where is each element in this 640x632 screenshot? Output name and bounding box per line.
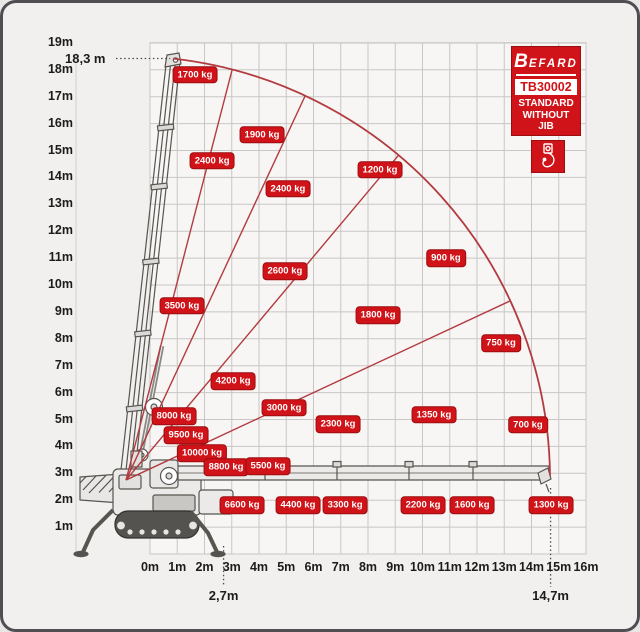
y-axis-tick-label: 10m — [47, 277, 73, 291]
outrigger-leg-left — [81, 508, 115, 553]
capacity-label: 5500 kg — [245, 457, 291, 475]
brand-name: EFARD — [528, 58, 578, 70]
x-axis-tick-label: 16m — [573, 560, 599, 574]
capacity-label: 3000 kg — [261, 399, 307, 417]
y-axis-tick-label: 18m — [47, 61, 73, 76]
y-axis-tick-label: 6m — [54, 384, 73, 399]
outrigger-leg-right — [189, 510, 219, 553]
x-axis-tick-label: 10m — [409, 560, 436, 574]
capacity-label: 4200 kg — [210, 372, 256, 390]
capacity-label: 8800 kg — [203, 458, 249, 476]
y-axis-tick-label: 3m — [54, 465, 73, 480]
x-axis-tick-label: 15m — [546, 560, 572, 574]
boom-position-line — [125, 69, 233, 481]
x-axis-tick-label: 13m — [491, 560, 517, 574]
y-axis-tick-label: 9m — [54, 303, 73, 318]
y-axis-tick-label: 12m — [47, 223, 73, 238]
x-axis-tick-label: 8m — [358, 560, 378, 574]
capacity-label: 4400 kg — [275, 496, 321, 514]
capacity-label: 900 kg — [426, 249, 466, 267]
y-axis-tick-label: 2m — [54, 492, 73, 507]
capacity-label: 1900 kg — [239, 126, 285, 144]
hook-pictogram-box — [531, 140, 565, 173]
x-axis-tick-label: 7m — [331, 560, 350, 574]
max-outreach-annotation: 14,7m — [532, 588, 569, 603]
crane-hook-icon — [542, 143, 555, 168]
capacity-label: 2600 kg — [262, 262, 308, 280]
y-axis-tick-label: 4m — [54, 438, 73, 453]
capacity-label: 8000 kg — [151, 407, 197, 425]
y-axis-tick-label: 14m — [47, 169, 73, 184]
capacity-label: 3300 kg — [322, 496, 368, 514]
capacity-label: 1600 kg — [449, 496, 495, 514]
x-axis-tick-label: 4m — [249, 560, 269, 574]
x-axis-tick-label: 2m — [195, 560, 214, 574]
x-axis-tick-label: 9m — [386, 560, 405, 574]
capacity-label: 10000 kg — [176, 444, 228, 462]
y-axis-tick-label: 15m — [47, 142, 73, 157]
capacity-label: 2400 kg — [265, 180, 311, 198]
min-outreach-annotation: 2,7m — [208, 588, 239, 603]
capacity-label: 1200 kg — [357, 161, 403, 179]
capacity-label: 1300 kg — [528, 496, 574, 514]
brand-underline — [516, 74, 576, 76]
x-axis-tick-label: 6m — [304, 560, 323, 574]
capacity-label: 1350 kg — [411, 406, 457, 424]
brand-card: B EFARD TB30002 STANDARD WITHOUT JIB — [511, 46, 581, 136]
capacity-label: 9500 kg — [163, 426, 209, 444]
capacity-label: 700 kg — [508, 416, 548, 434]
capacity-label: 750 kg — [481, 334, 521, 352]
max-height-annotation: 18,3 m — [65, 50, 106, 66]
capacity-label: 2300 kg — [315, 415, 361, 433]
capacity-label: 2200 kg — [400, 496, 446, 514]
x-axis-tick-label: 5m — [277, 560, 296, 574]
y-axis-tick-label: 7m — [54, 357, 73, 372]
x-axis-tick-label: 14m — [518, 560, 545, 574]
y-axis-tick-label: 17m — [47, 88, 73, 103]
x-axis-tick-label: 1m — [168, 560, 187, 574]
capacity-label: 1700 kg — [172, 66, 218, 84]
y-axis-tick-label: 5m — [54, 411, 73, 426]
x-axis-tick-label: 12m — [464, 560, 490, 574]
y-axis-tick-label: 19m — [47, 34, 73, 49]
x-axis-tick-label: 11m — [437, 560, 462, 574]
brand-logo: B EFARD — [512, 47, 580, 73]
capacity-label: 3500 kg — [159, 297, 205, 315]
model-label: TB30002 — [515, 79, 577, 95]
y-axis-tick-label: 1m — [54, 519, 73, 534]
y-axis-tick-label: 11m — [48, 250, 73, 265]
y-axis-tick-label: 8m — [54, 330, 73, 345]
y-axis-tick-label: 13m — [47, 196, 73, 211]
x-axis-tick-label: 3m — [222, 560, 241, 574]
capacity-label: 6600 kg — [219, 496, 265, 514]
configuration-label: STANDARD WITHOUT JIB — [518, 98, 574, 132]
brand-initial: B — [514, 51, 529, 72]
capacity-label: 1800 kg — [355, 306, 401, 324]
capacity-label: 2400 kg — [189, 152, 235, 170]
y-axis-tick-label: 16m — [47, 115, 73, 130]
boom-tip — [537, 467, 552, 485]
working-range-arc — [173, 57, 551, 476]
x-axis-tick-label: 0m — [140, 560, 160, 574]
boom-position-line — [125, 154, 400, 481]
